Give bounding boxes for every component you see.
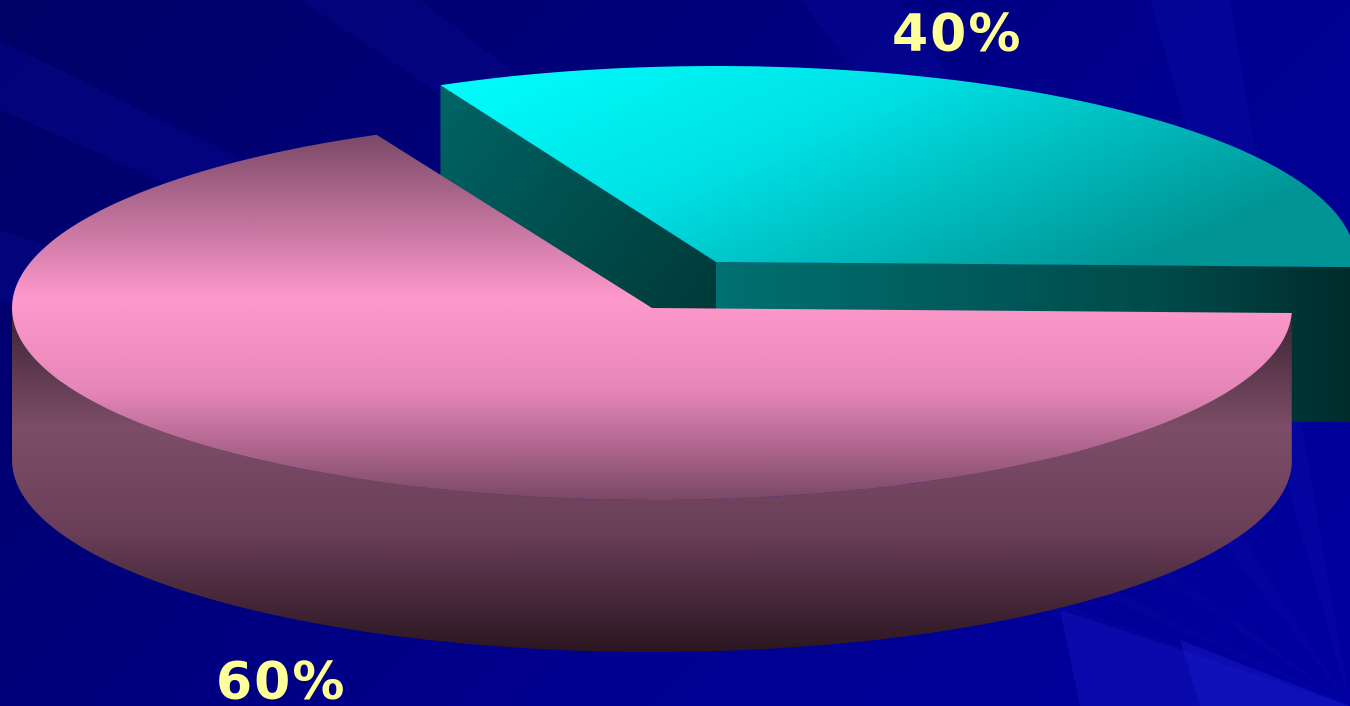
slice-label-40-percent: 40% <box>892 4 1023 64</box>
slice-60-side <box>11 308 1292 653</box>
slice-40-top <box>440 66 1350 268</box>
slice-label-60-percent: 60% <box>216 652 347 706</box>
pie-slices <box>11 66 1350 653</box>
slice-60-top <box>11 134 1292 501</box>
